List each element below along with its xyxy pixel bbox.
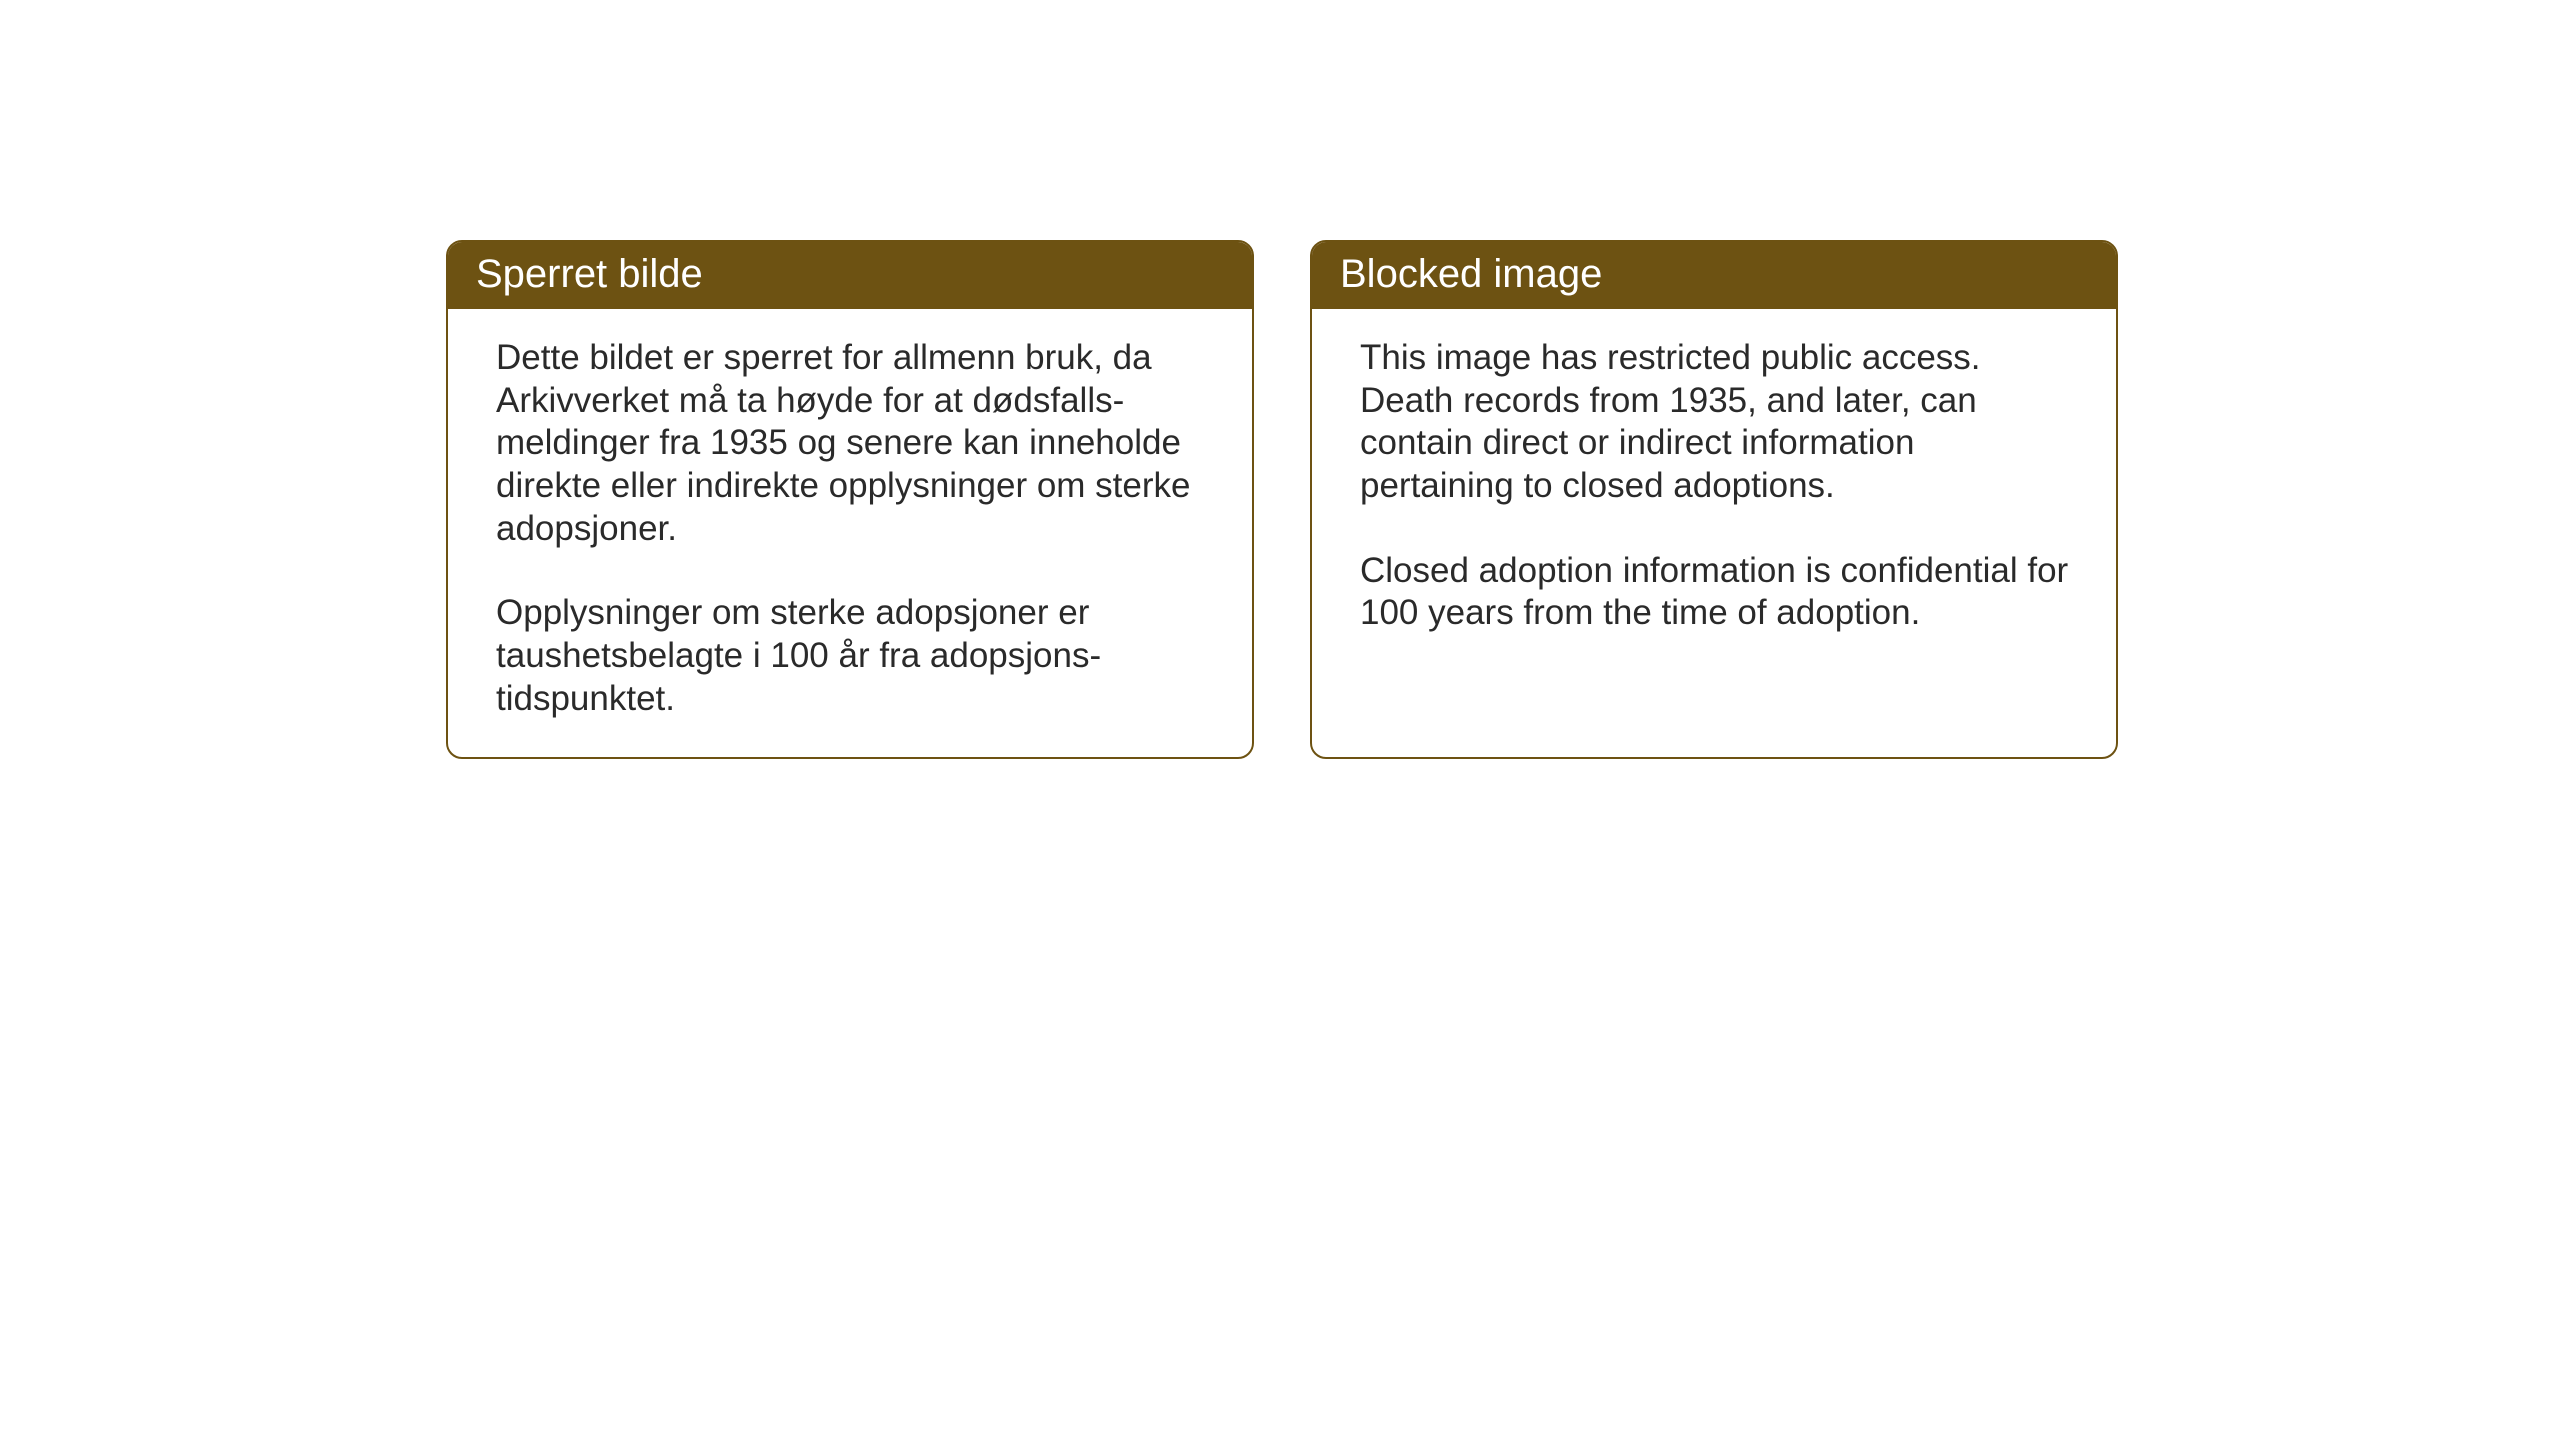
card-paragraph-1-english: This image has restricted public access.… (1360, 337, 2074, 508)
notice-card-english: Blocked image This image has restricted … (1310, 240, 2118, 759)
card-paragraph-1-norwegian: Dette bildet er sperret for allmenn bruk… (496, 337, 1210, 550)
notice-card-norwegian: Sperret bilde Dette bildet er sperret fo… (446, 240, 1254, 759)
card-header-english: Blocked image (1312, 242, 2116, 309)
card-body-norwegian: Dette bildet er sperret for allmenn bruk… (448, 309, 1252, 757)
card-body-english: This image has restricted public access.… (1312, 309, 2116, 713)
card-header-norwegian: Sperret bilde (448, 242, 1252, 309)
card-title-norwegian: Sperret bilde (476, 252, 703, 296)
card-paragraph-2-norwegian: Opplysninger om sterke adopsjoner er tau… (496, 592, 1210, 720)
card-title-english: Blocked image (1340, 252, 1602, 296)
notice-container: Sperret bilde Dette bildet er sperret fo… (446, 240, 2118, 759)
card-paragraph-2-english: Closed adoption information is confident… (1360, 550, 2074, 635)
